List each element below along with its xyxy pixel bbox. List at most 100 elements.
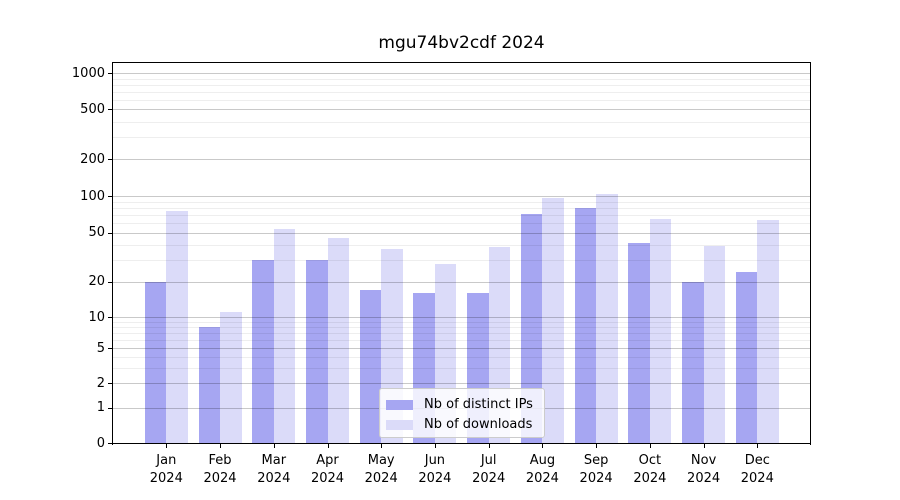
major-gridline — [113, 232, 810, 234]
bar-nb-of-downloads-aug — [542, 197, 564, 443]
x-axis-tick-label: Nov 2024 — [687, 453, 721, 486]
major-gridline — [113, 348, 810, 350]
bar-nb-of-downloads-feb — [220, 312, 242, 443]
x-axis-tick-label: Aug 2024 — [525, 453, 559, 486]
legend-item-distinct-ips: Nb of distinct IPs — [380, 395, 544, 415]
x-tickmark — [488, 444, 490, 448]
y-tickmark — [108, 73, 112, 75]
x-axis-tick-label: Sep 2024 — [579, 453, 613, 486]
minor-gridline — [113, 91, 810, 93]
plot-area — [113, 62, 810, 443]
legend-label-downloads: Nb of downloads — [424, 417, 533, 432]
legend-swatch-downloads — [386, 420, 413, 430]
y-axis-tick-label: 1000 — [71, 65, 105, 81]
bar-nb-of-distinct-ips-aug — [520, 214, 543, 443]
x-axis-tick-label: Jul 2024 — [472, 453, 506, 486]
bar-nb-of-distinct-ips-feb — [198, 327, 220, 443]
minor-gridline — [113, 333, 810, 335]
minor-gridline — [113, 121, 810, 123]
y-tickmark — [108, 281, 112, 283]
bar-nb-of-downloads-oct — [649, 218, 672, 443]
y-tickmark — [108, 196, 112, 197]
bar-nb-of-distinct-ips-dec — [735, 272, 758, 443]
y-tickmark — [108, 383, 112, 385]
y-tickmark — [108, 348, 112, 350]
bar-nb-of-distinct-ips-oct — [628, 243, 650, 443]
major-gridline — [113, 109, 810, 111]
y-tickmark — [108, 232, 112, 234]
minor-gridline — [113, 214, 810, 216]
y-axis-tick-label: 5 — [96, 340, 105, 356]
y-axis-tick-label: 200 — [80, 151, 105, 167]
bar-nb-of-distinct-ips-nov — [682, 281, 704, 443]
minor-gridline — [113, 78, 810, 80]
y-axis-tick-label: 1 — [96, 400, 105, 416]
y-tickmark — [108, 443, 112, 445]
x-axis-tick-label: Oct 2024 — [633, 453, 667, 486]
bar-nb-of-distinct-ips-sep — [574, 207, 597, 443]
bar-nb-of-distinct-ips-may — [359, 290, 382, 443]
bar-nb-of-downloads-nov — [703, 246, 726, 443]
x-axis-tick-label: May 2024 — [364, 453, 398, 486]
major-gridline — [113, 159, 810, 161]
x-axis-tick-label: Mar 2024 — [257, 453, 291, 486]
minor-gridline — [113, 223, 810, 224]
x-tickmark — [166, 444, 168, 448]
minor-gridline — [113, 322, 810, 323]
spine-left — [112, 61, 113, 445]
y-axis-tick-label: 2 — [96, 375, 105, 391]
x-axis-tick-label: Dec 2024 — [740, 453, 774, 486]
chart-title: mgu74bv2cdf 2024 — [378, 33, 545, 53]
legend-item-downloads: Nb of downloads — [380, 415, 544, 435]
x-tickmark — [757, 444, 759, 448]
minor-gridline — [113, 244, 810, 246]
major-gridline — [113, 281, 810, 283]
x-axis-tick-label: Apr 2024 — [310, 453, 345, 486]
legend: Nb of distinct IPs Nb of downloads — [379, 388, 545, 438]
minor-gridline — [113, 84, 810, 86]
y-axis-tick-label: 500 — [80, 101, 105, 117]
x-tickmark — [381, 444, 383, 448]
bar-nb-of-downloads-apr — [327, 238, 349, 443]
x-tickmark — [273, 444, 275, 448]
x-tickmark — [220, 444, 221, 448]
bar-nb-of-distinct-ips-jan — [144, 281, 167, 443]
x-tickmark — [327, 444, 329, 448]
bar-nb-of-distinct-ips-mar — [252, 260, 274, 443]
major-gridline — [113, 383, 810, 385]
minor-gridline — [113, 367, 810, 369]
x-axis-tick-label: Jun 2024 — [418, 453, 452, 486]
y-tickmark — [108, 407, 112, 409]
bar-nb-of-downloads-jan — [166, 211, 188, 443]
minor-gridline — [113, 260, 810, 261]
bar-nb-of-distinct-ips-apr — [306, 260, 328, 443]
spine-bottom — [113, 443, 811, 444]
bar-nb-of-downloads-dec — [757, 219, 779, 443]
spine-right — [810, 61, 811, 445]
major-gridline — [113, 73, 810, 75]
minor-gridline — [113, 201, 810, 203]
minor-gridline — [113, 356, 810, 358]
minor-gridline — [113, 137, 810, 139]
y-axis-tick-label: 10 — [88, 309, 105, 325]
legend-label-distinct-ips: Nb of distinct IPs — [424, 397, 533, 412]
x-tickmark — [434, 444, 436, 448]
bar-nb-of-downloads-mar — [273, 228, 296, 443]
y-axis-tick-label: 100 — [80, 188, 105, 204]
y-axis-tick-label: 20 — [88, 274, 105, 290]
x-axis-tick-label: Jan 2024 — [149, 453, 183, 486]
y-tickmark — [108, 317, 112, 319]
x-axis-tick-label: Feb 2024 — [203, 453, 237, 486]
x-tickmark — [542, 444, 544, 448]
minor-gridline — [113, 327, 810, 329]
bar-nb-of-downloads-sep — [596, 193, 618, 443]
y-tickmark — [108, 109, 112, 111]
major-gridline — [113, 317, 810, 319]
minor-gridline — [113, 340, 810, 342]
x-tickmark — [703, 444, 705, 448]
major-gridline — [113, 196, 810, 197]
x-tickmark — [596, 444, 598, 448]
minor-gridline — [113, 207, 810, 209]
y-axis-tick-label: 50 — [88, 225, 105, 241]
